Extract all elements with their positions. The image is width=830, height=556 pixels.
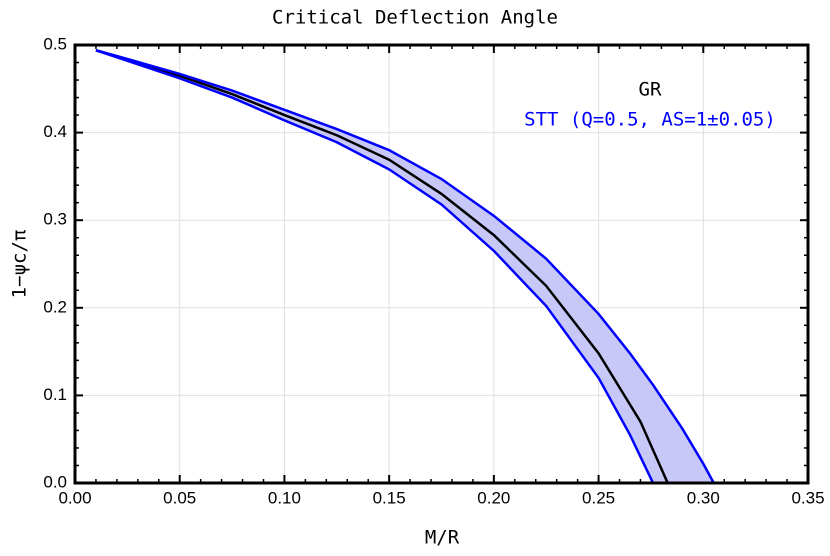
legend-entry: GR: [639, 79, 662, 101]
series-line: [95, 49, 669, 484]
series-line: [95, 49, 715, 484]
x-tick-label: 0.35: [791, 488, 824, 507]
plot-frame: [73, 43, 810, 485]
x-tick-label: 0.30: [687, 488, 720, 507]
x-tick-label: 0.15: [373, 488, 406, 507]
x-tick-label: 0.25: [582, 488, 615, 507]
y-tick-label: 0.5: [43, 34, 67, 53]
legend-entry: STT (Q=0.5, AS=1±0.05): [524, 109, 776, 131]
x-tick-label: 0.10: [268, 488, 301, 507]
y-axis-label: 1−ψc/π: [9, 230, 31, 299]
x-tick-label: 0.20: [477, 488, 510, 507]
y-tick-label: 0.3: [43, 210, 67, 229]
x-tick-label: 0.05: [163, 488, 196, 507]
chart-title: Critical Deflection Angle: [272, 7, 558, 29]
x-axis-label: M/R: [425, 527, 460, 549]
series-line: [95, 49, 655, 484]
x-tick-label: 0.00: [58, 488, 91, 507]
band-fill: [95, 50, 714, 483]
y-tick-label: 0.2: [43, 297, 67, 316]
y-tick-label: 0.1: [43, 385, 67, 404]
y-tick-label: 0.4: [43, 122, 67, 141]
y-tick-label: 0.0: [43, 472, 67, 491]
